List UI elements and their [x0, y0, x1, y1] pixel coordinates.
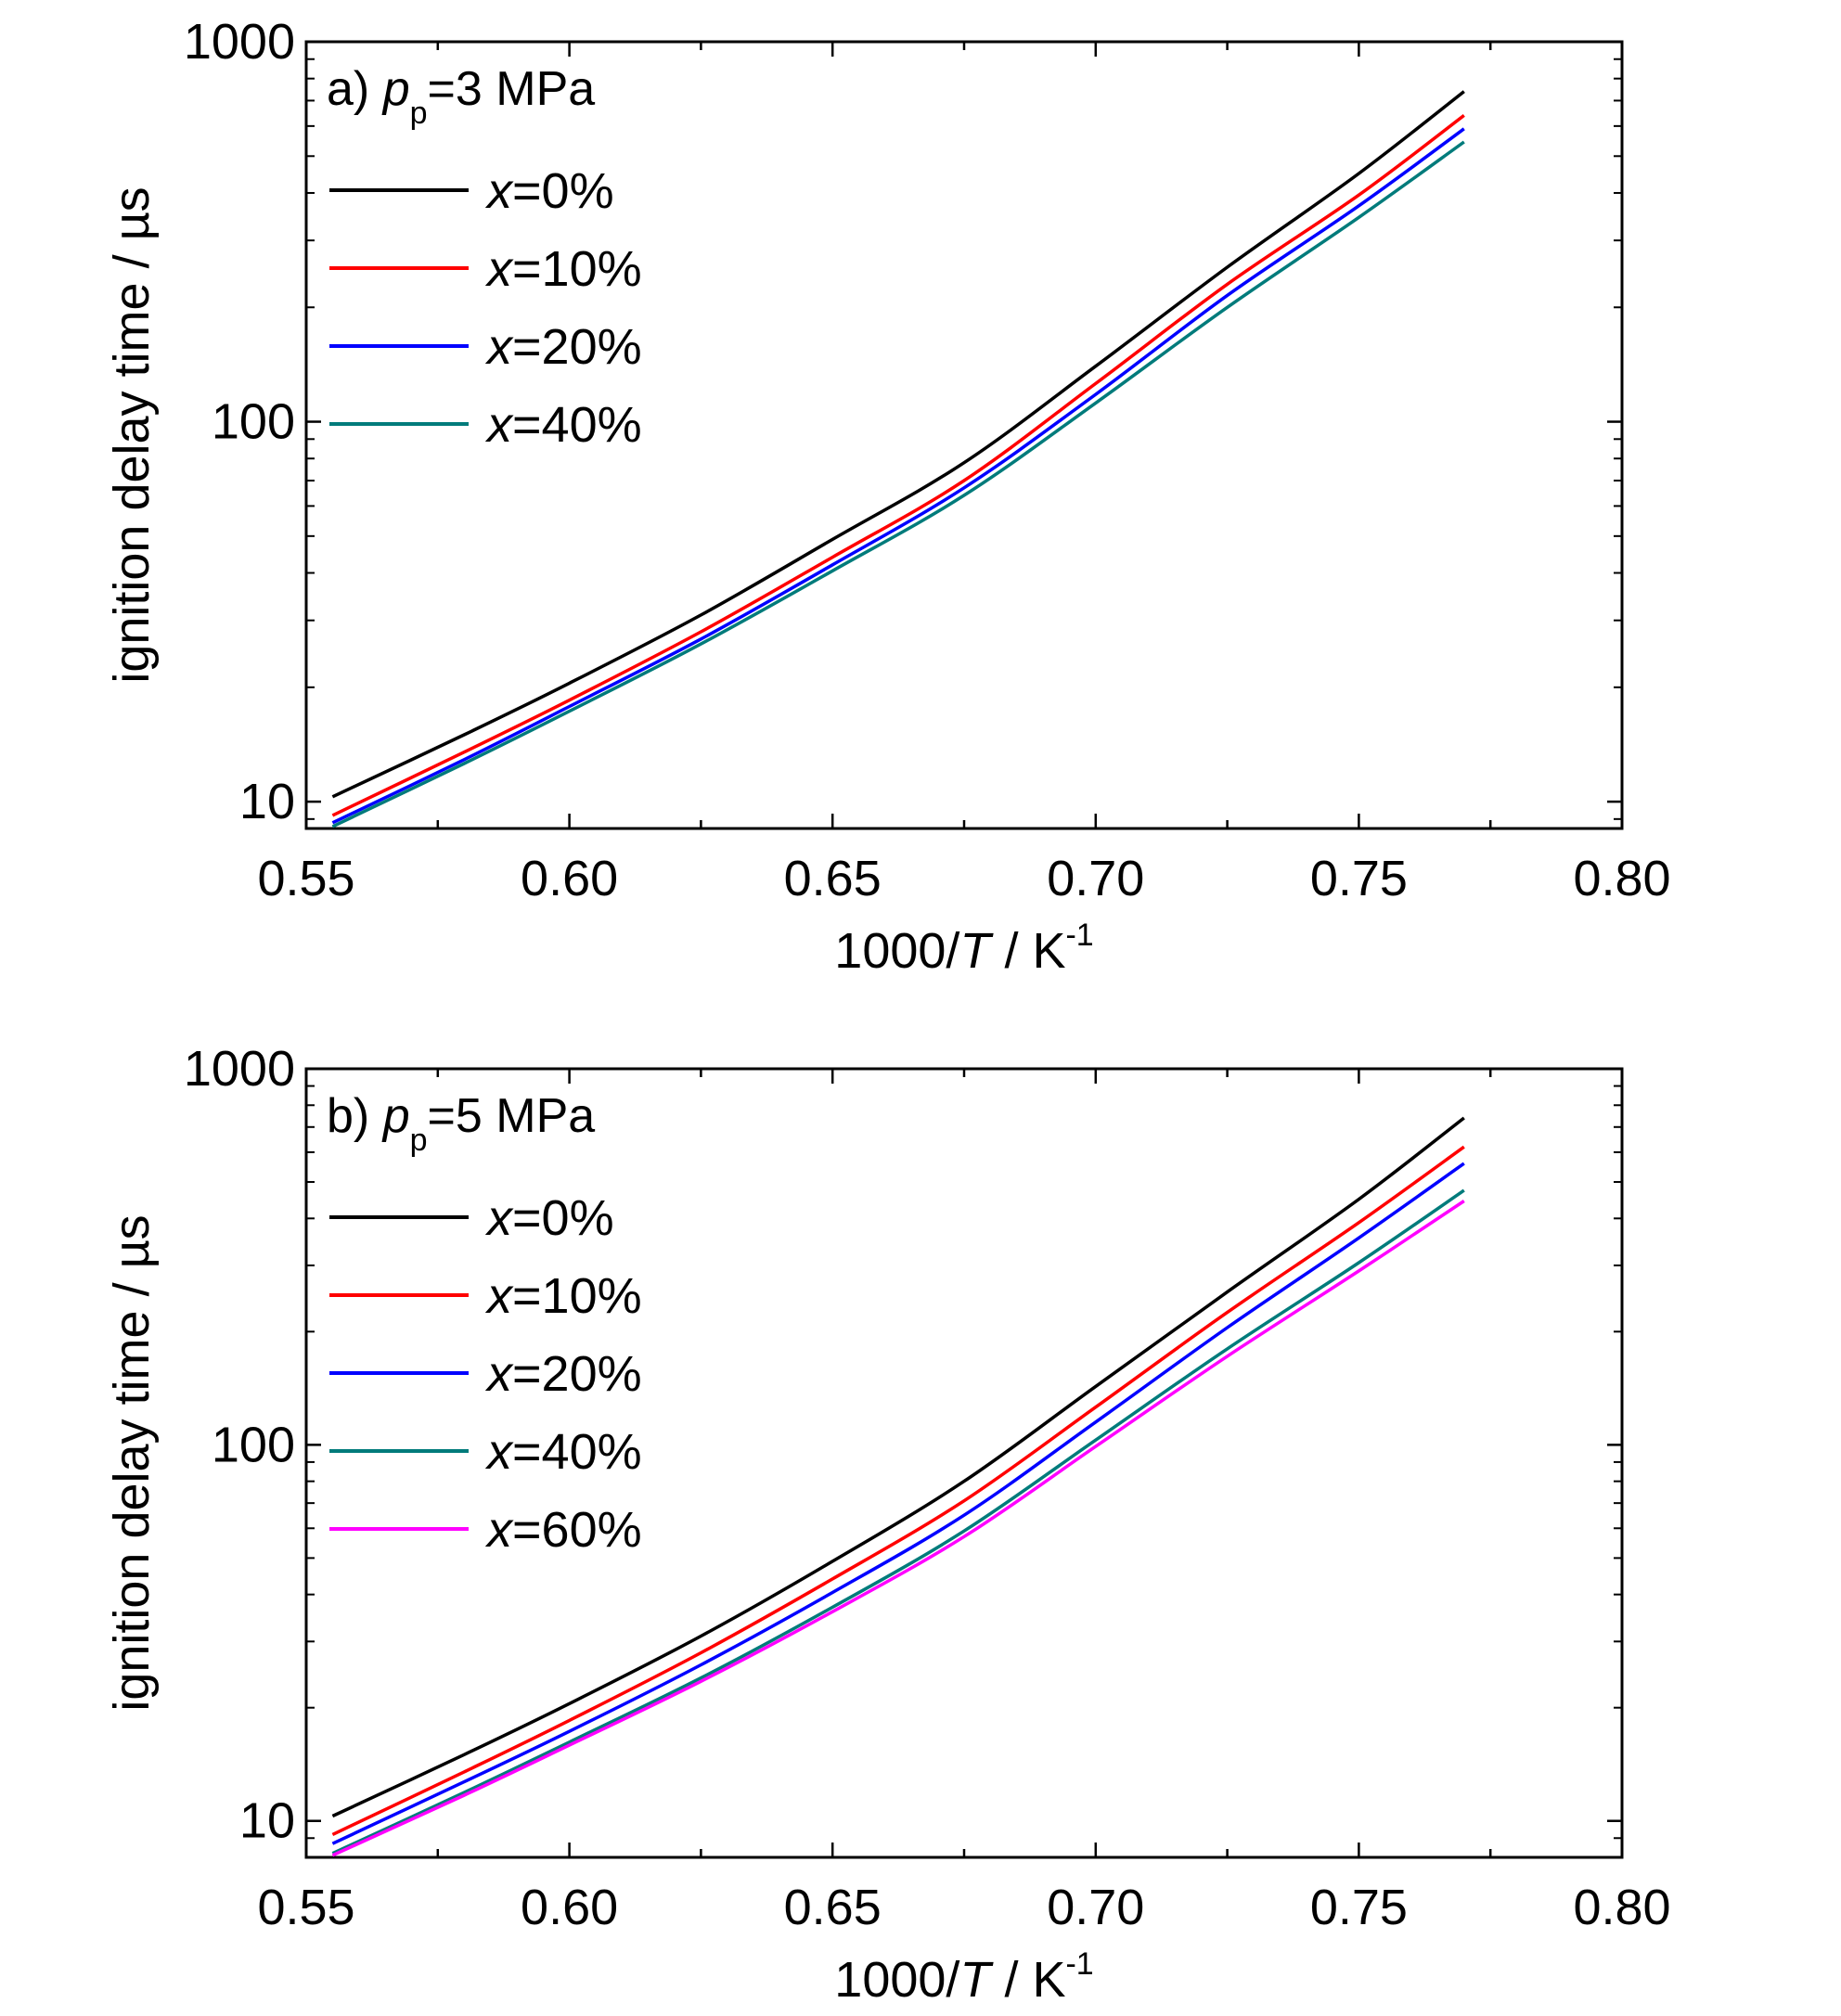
panel-label: a)	[327, 62, 383, 116]
legend-label: x=10%	[484, 241, 642, 297]
legend-variable: x	[484, 319, 514, 375]
legend-value: =10%	[512, 241, 642, 297]
legend-value: =10%	[512, 1268, 642, 1324]
title-value: =3 MPa	[428, 62, 596, 116]
legend-variable: x	[484, 1502, 514, 1558]
x-label-prefix: 1000/	[834, 923, 959, 979]
x-label-superscript: -1	[1065, 918, 1093, 953]
title-subscript: p	[410, 96, 428, 131]
series-line-0pct	[331, 1116, 1465, 1818]
y-tick-label: 10	[239, 774, 295, 829]
x-label-variable: T	[959, 923, 994, 979]
legend-variable: x	[484, 1268, 514, 1324]
x-tick-label: 0.65	[784, 851, 882, 906]
x-tick-label: 0.65	[784, 1880, 882, 1935]
x-tick-label: 0.60	[521, 851, 618, 906]
x-tick-label: 0.60	[521, 1880, 618, 1935]
legend-variable: x	[484, 241, 514, 297]
legend-label: x=20%	[484, 1346, 642, 1402]
legend-variable: x	[484, 1190, 514, 1246]
y-tick-label: 1000	[184, 1041, 295, 1097]
legend-variable: x	[484, 397, 514, 453]
legend-variable: x	[484, 1424, 514, 1480]
x-label-unit: / K	[990, 1952, 1065, 2008]
legend-label: x=40%	[484, 1424, 642, 1480]
legend-value: =0%	[512, 1190, 614, 1246]
x-tick-label: 0.70	[1047, 1880, 1144, 1935]
legend-value: =60%	[512, 1502, 642, 1558]
x-label-variable: T	[959, 1952, 994, 2008]
legend-value: =20%	[512, 1346, 642, 1402]
y-axis-label: ignition delay time / µs	[104, 186, 160, 683]
panel-title: b) pp=5 MPa	[327, 1089, 595, 1158]
series-line-20pct	[331, 1162, 1465, 1845]
y-tick-label: 100	[212, 394, 295, 450]
panel-title: a) pp=3 MPa	[327, 62, 595, 131]
legend-variable: x	[484, 163, 514, 219]
legend-value: =0%	[512, 163, 614, 219]
x-label-prefix: 1000/	[834, 1952, 959, 2008]
x-label-unit: / K	[990, 923, 1065, 979]
title-value: =5 MPa	[428, 1089, 596, 1143]
x-axis-label: 1000/T / K-1	[834, 1946, 1093, 2008]
x-tick-label: 0.75	[1310, 851, 1408, 906]
y-axis-label: ignition delay time / µs	[104, 1214, 160, 1711]
legend-value: =40%	[512, 1424, 642, 1480]
y-tick-label: 100	[212, 1417, 295, 1472]
title-variable: p	[381, 1089, 410, 1143]
series-line-20pct	[331, 127, 1465, 825]
x-tick-label: 0.80	[1573, 1880, 1670, 1935]
panel-label: b)	[327, 1089, 383, 1143]
series-line-10pct	[331, 1145, 1465, 1836]
x-axis-label: 1000/T / K-1	[834, 918, 1093, 979]
series-line-40pct	[331, 140, 1465, 828]
legend-label: x=0%	[484, 1190, 614, 1246]
legend-label: x=40%	[484, 397, 642, 453]
legend-label: x=20%	[484, 319, 642, 375]
series-line-10pct	[331, 114, 1465, 817]
series-line-60pct	[331, 1200, 1465, 1857]
x-tick-label: 0.70	[1047, 851, 1144, 906]
series-line-40pct	[331, 1188, 1465, 1855]
title-subscript: p	[410, 1123, 428, 1158]
y-tick-label: 10	[239, 1793, 295, 1849]
series-line-0pct	[331, 90, 1465, 799]
y-tick-label: 1000	[184, 14, 295, 70]
legend-label: x=60%	[484, 1502, 642, 1558]
legend-value: =40%	[512, 397, 642, 453]
x-tick-label: 0.80	[1573, 851, 1670, 906]
legend-variable: x	[484, 1346, 514, 1402]
x-label-superscript: -1	[1065, 1946, 1093, 1982]
legend-label: x=0%	[484, 163, 614, 219]
x-tick-label: 0.55	[257, 1880, 354, 1935]
x-tick-label: 0.75	[1310, 1880, 1408, 1935]
x-tick-label: 0.55	[257, 851, 354, 906]
legend-value: =20%	[512, 319, 642, 375]
legend-label: x=10%	[484, 1268, 642, 1324]
title-variable: p	[381, 62, 410, 116]
